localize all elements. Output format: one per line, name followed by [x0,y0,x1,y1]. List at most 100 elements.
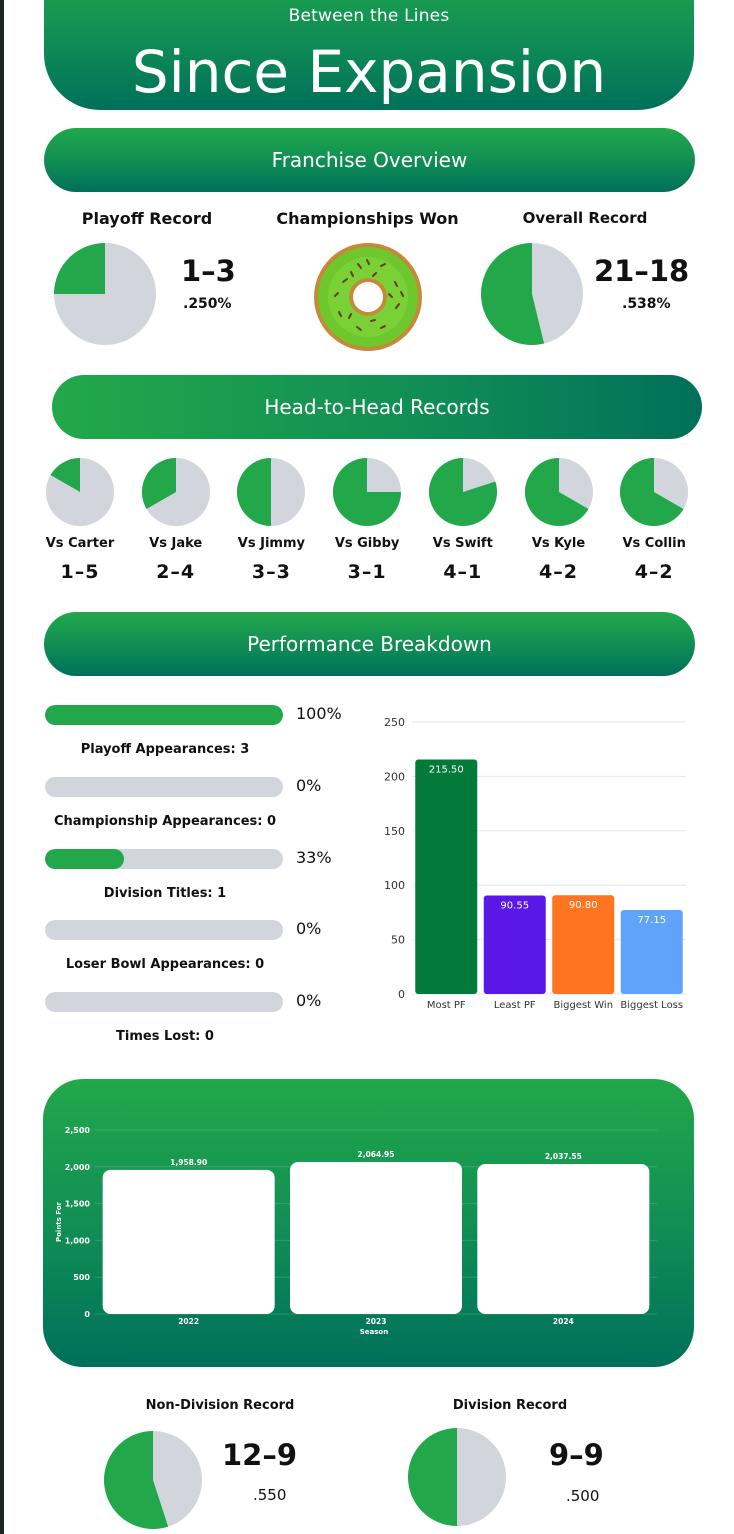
section-performance-breakdown: Performance Breakdown [44,612,695,676]
progress-label: Playoff Appearances: 3 [40,742,290,757]
division-record-value: 9–9 [549,1438,604,1472]
progress-label: Times Lost: 0 [40,1029,290,1044]
y-tick-label: 250 [384,716,405,729]
section-title: Franchise Overview [272,148,468,172]
donut-icon [313,242,423,352]
bar [415,760,477,994]
h2h-item: Vs Carter 1–5 [35,458,125,583]
section-title: Performance Breakdown [247,632,492,656]
overall-record-pct: .538% [622,296,671,312]
progress-track [45,777,283,797]
h2h-opponent: Vs Gibby [322,536,412,551]
bar-value-label: 2,064.95 [357,1150,394,1159]
x-tick-label: Most PF [427,1000,466,1011]
h2h-opponent: Vs Swift [418,536,508,551]
x-tick-label: 2024 [553,1317,574,1326]
bar-value-label: 215.50 [429,765,464,776]
y-tick-label: 500 [73,1273,90,1282]
y-tick-label: 2,500 [65,1126,91,1135]
y-tick-label: 200 [384,770,405,783]
bar [477,1164,649,1314]
x-tick-label: 2023 [366,1317,387,1326]
y-tick-label: 2,000 [65,1163,91,1172]
playoff-record-value: 1–3 [181,254,236,288]
progress-label: Loser Bowl Appearances: 0 [40,957,290,972]
pie-win-slice [54,243,105,294]
bar-value-label: 2,037.55 [545,1152,582,1161]
h2h-item: Vs Gibby 3–1 [322,458,412,583]
hero-header: Between the Lines Since Expansion [44,0,694,110]
points-per-season-chart: 05001,0001,5002,0002,5001,958.9020222,06… [43,1079,694,1367]
pie-win-slice [237,458,271,526]
h2h-record: 1–5 [35,561,125,583]
h2h-pie [142,458,210,526]
overall-record-value: 21–18 [594,254,689,288]
non-division-record-value: 12–9 [222,1438,297,1472]
h2h-opponent: Vs Jimmy [226,536,316,551]
points-per-season-card: 0 500 1,000 1,500 2,000 2,500 1,958.90 2022 2,06… [43,1079,694,1367]
h2h-record: 4–1 [418,561,508,583]
x-tick-label: Least PF [494,1000,536,1011]
overall-record-pie [481,243,583,345]
section-head-to-head: Head-to-Head Records [52,375,702,439]
h2h-opponent: Vs Jake [131,536,221,551]
h2h-record: 4–2 [609,561,699,583]
non-division-record-pct: .550 [253,1486,286,1504]
division-record-pie [408,1428,506,1526]
section-franchise-overview: Franchise Overview [44,128,695,192]
y-tick-label: 100 [384,879,405,892]
bar-value-label: 90.80 [569,900,598,911]
section-title: Head-to-Head Records [264,395,489,419]
x-axis-title: Season [360,1328,388,1336]
window-edge [0,0,4,1534]
page-title: Since Expansion [44,42,694,102]
playoff-record-pie [54,243,156,345]
progress-percent: 100% [296,704,342,723]
pie-win-slice [408,1428,457,1526]
y-tick-label: 50 [391,934,405,947]
h2h-pie [620,458,688,526]
h2h-pie [525,458,593,526]
overall-record-label: Overall Record [510,209,660,227]
progress-track [45,920,283,940]
playoff-record-label: Playoff Record [72,209,222,228]
y-axis-title: Points For [55,1201,63,1242]
progress-percent: 33% [296,848,332,867]
y-tick-label: 1,000 [65,1236,91,1245]
h2h-pie [429,458,497,526]
y-tick-label: 150 [384,825,405,838]
h2h-opponent: Vs Kyle [514,536,604,551]
performance-bar-chart: 0 50 100 150 200 250 215.50 Most PF 90.55 Least P… [370,706,700,1026]
hero-kicker: Between the Lines [44,6,694,26]
h2h-item: Vs Jake 2–4 [131,458,221,583]
h2h-pie [237,458,305,526]
championships-label: Championships Won [270,209,465,228]
progress-label: Championship Appearances: 0 [40,814,290,829]
division-record-label: Division Record [440,1398,580,1413]
h2h-opponent: Vs Carter [35,536,125,551]
h2h-item: Vs Swift 4–1 [418,458,508,583]
bar [290,1162,462,1314]
x-tick-label: Biggest Loss [620,1000,683,1011]
h2h-item: Vs Collin 4–2 [609,458,699,583]
bar-value-label: 90.55 [500,900,529,911]
progress-track [45,705,283,725]
h2h-record: 2–4 [131,561,221,583]
non-division-record-pie [104,1431,202,1529]
bar [103,1170,275,1314]
h2h-pie [46,458,114,526]
x-tick-label: Biggest Win [553,1000,613,1011]
bar-value-label: 77.15 [637,915,666,926]
progress-fill [45,849,124,869]
progress-label: Division Titles: 1 [40,886,290,901]
y-tick-label: 1,500 [65,1200,91,1209]
playoff-record-pct: .250% [183,296,232,312]
progress-track [45,849,283,869]
division-record-pct: .500 [566,1487,599,1505]
y-tick-label: 0 [398,988,405,1001]
x-tick-label: 2022 [178,1317,199,1326]
h2h-pie [333,458,401,526]
progress-percent: 0% [296,991,321,1010]
bar-value-label: 1,958.90 [170,1158,207,1167]
progress-track [45,992,283,1012]
